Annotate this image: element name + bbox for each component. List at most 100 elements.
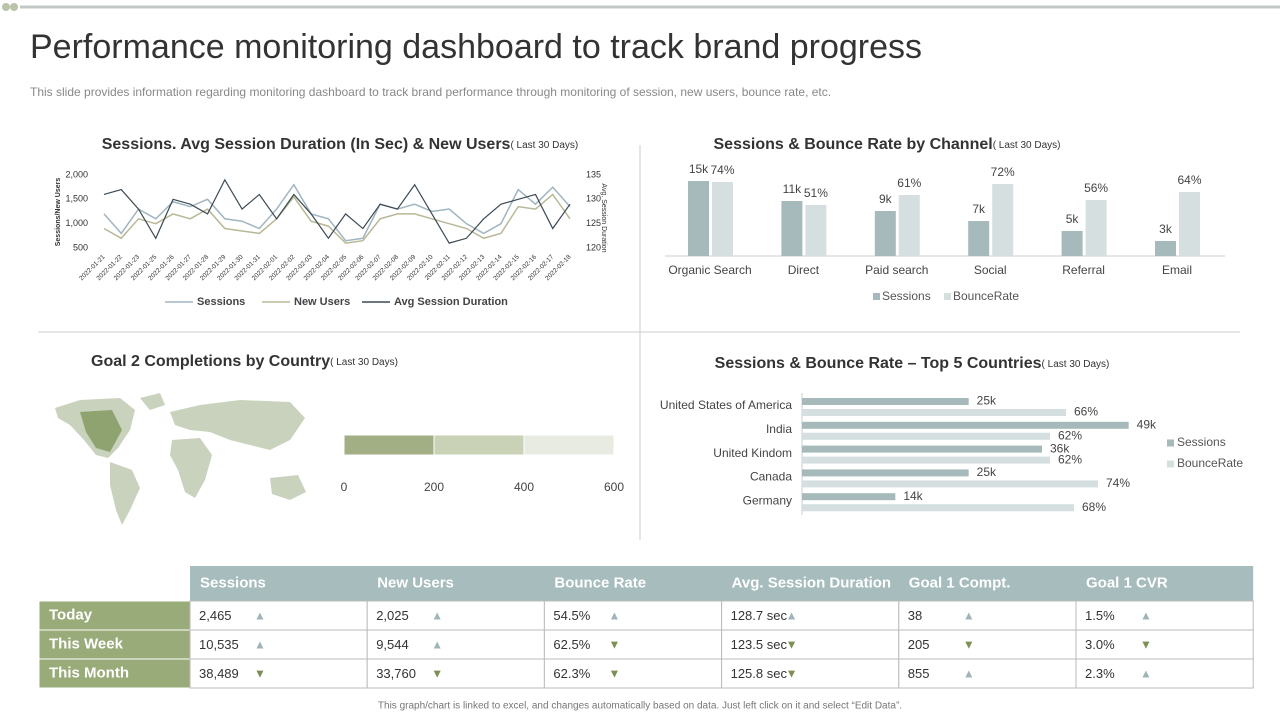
x-tick-label: Paid search — [865, 263, 928, 277]
table-cell — [189, 600, 368, 631]
map-highlight — [80, 410, 122, 452]
bar-segment — [433, 434, 525, 456]
bar — [802, 432, 1050, 440]
table-cell — [721, 600, 900, 631]
bar — [1061, 231, 1083, 256]
x-tick-label: 200 — [424, 480, 444, 494]
value-label: 11k — [783, 182, 802, 196]
value-label: 62% — [1058, 428, 1082, 442]
trend-icon: ▲ — [254, 638, 266, 652]
x-tick-label: Organic Search — [668, 263, 751, 277]
cell-value: 62.5% — [553, 637, 590, 652]
y-tick-label: United Kindom — [713, 446, 792, 460]
trend-icon: ▼ — [786, 667, 798, 681]
column-header: Bounce Rate — [554, 574, 646, 591]
y-tick-label: 2,000 — [65, 169, 88, 179]
y-tick-label: Germany — [743, 493, 792, 507]
map-eurasia — [170, 400, 305, 450]
bar — [968, 221, 990, 256]
value-label: 7k — [972, 202, 986, 216]
x-tick-label: 400 — [514, 480, 534, 494]
value-label: 56% — [1084, 181, 1108, 195]
cell-value: 125.8 sec — [731, 666, 788, 681]
y2-tick-label: 130 — [586, 194, 601, 204]
bar — [781, 201, 803, 256]
bar — [802, 445, 1042, 453]
bar — [802, 398, 969, 405]
x-tick-label: 0 — [341, 480, 348, 494]
cell-value: 54.5% — [553, 608, 590, 623]
value-label: 15k — [689, 162, 709, 176]
x-tick-label: Referral — [1062, 263, 1105, 277]
trend-icon: ▼ — [786, 638, 798, 652]
table-cell — [366, 600, 545, 631]
x-tick-label: Social — [974, 263, 1007, 277]
table-cell — [1075, 658, 1254, 689]
legend-label: Sessions — [197, 296, 245, 308]
bar — [802, 456, 1050, 464]
cell-value: 3.0% — [1085, 637, 1115, 652]
table-cell — [366, 658, 545, 689]
title-note: ( Last 30 Days) — [330, 357, 398, 368]
bar — [802, 409, 1066, 416]
trend-icon: ▼ — [963, 638, 975, 652]
legend-swatch — [944, 293, 951, 300]
cell-value: 2,025 — [376, 608, 409, 623]
dot — [2, 3, 10, 11]
bar — [802, 469, 969, 477]
subtitle: This slide provides information regardin… — [30, 85, 831, 99]
cell-value: 33,760 — [376, 666, 416, 681]
x-tick-label: 600 — [604, 480, 624, 494]
table-cell — [543, 600, 723, 631]
value-label: 64% — [1177, 173, 1201, 187]
cell-value: 10,535 — [199, 637, 239, 652]
legend-label: Sessions — [882, 289, 931, 303]
legend-swatch — [873, 293, 880, 300]
cell-value: 2.3% — [1085, 666, 1115, 681]
y-tick-label: Canada — [750, 470, 792, 484]
cell-value: 9,544 — [376, 637, 409, 652]
title-main: Sessions & Bounce Rate – Top 5 Countries — [715, 355, 1042, 372]
legend-label: BounceRate — [1177, 456, 1243, 470]
row-label: This Week — [49, 635, 124, 652]
cell-value: 1.5% — [1085, 608, 1115, 623]
table-cell — [898, 658, 1077, 689]
bar — [802, 504, 1074, 512]
trend-icon: ▲ — [431, 609, 443, 623]
legend-label: New Users — [294, 296, 350, 308]
table-cell — [1075, 600, 1254, 631]
legend-swatch — [1167, 439, 1174, 447]
value-label: 66% — [1074, 405, 1098, 419]
trend-icon: ▼ — [431, 667, 443, 681]
column-header: Avg. Session Duration — [732, 574, 891, 591]
bar — [712, 182, 733, 256]
column-header: Goal 1 Compt. — [909, 574, 1011, 591]
bar — [805, 205, 827, 256]
title-main: Sessions. Avg Session Duration (In Sec) … — [102, 136, 511, 153]
map-australia — [270, 475, 306, 500]
cell-value: 38,489 — [199, 666, 239, 681]
value-label: 62% — [1058, 452, 1082, 466]
table-cell — [721, 629, 900, 660]
trend-icon: ▲ — [431, 638, 443, 652]
bar — [992, 184, 1014, 256]
cell-value: 2,465 — [199, 608, 232, 623]
series-line — [103, 193, 571, 244]
value-label: 68% — [1082, 500, 1106, 514]
bar — [874, 211, 896, 256]
row-label: This Month — [49, 664, 129, 681]
x-tick-label: Email — [1162, 263, 1192, 277]
trend-icon: ▼ — [1140, 638, 1152, 652]
y2-tick-label: 120 — [586, 242, 601, 252]
bar — [1179, 192, 1200, 256]
bar — [802, 421, 1129, 429]
bar — [802, 480, 1098, 488]
cell-value: 205 — [908, 637, 930, 652]
value-label: 25k — [977, 394, 997, 408]
trend-icon: ▲ — [254, 609, 266, 623]
value-label: 36k — [1050, 441, 1070, 455]
world-map — [55, 393, 306, 525]
title-main: Goal 2 Completions by Country — [91, 353, 330, 370]
series-line — [103, 183, 571, 242]
value-label: 74% — [1106, 476, 1130, 490]
